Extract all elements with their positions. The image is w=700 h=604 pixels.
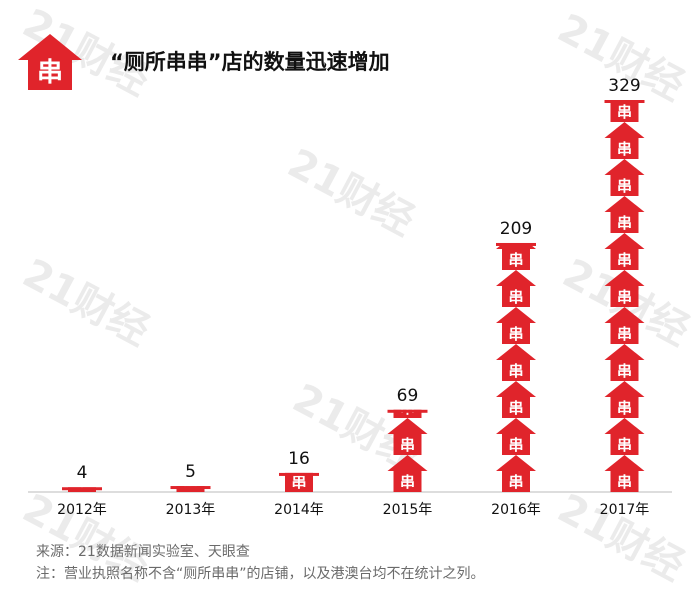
svg-text:串: 串: [400, 399, 415, 417]
svg-text:串: 串: [508, 325, 523, 343]
svg-text:串: 串: [508, 436, 523, 454]
svg-text:串: 串: [400, 436, 415, 454]
svg-text:串: 串: [617, 473, 632, 491]
data-label: 16: [288, 449, 310, 469]
svg-text:串: 串: [508, 288, 523, 306]
svg-text:串: 串: [617, 214, 632, 232]
bar: 串: [62, 487, 102, 492]
data-label: 209: [500, 219, 532, 239]
svg-text:串: 串: [617, 103, 632, 121]
footnote: 注：营业执照名称不含“厕所串串”的店铺，以及港澳台均不在统计之列。: [36, 566, 485, 582]
svg-text:串: 串: [508, 251, 523, 269]
svg-text:串: 串: [37, 58, 63, 88]
category-label: 2013年: [166, 502, 216, 518]
svg-text:串: 串: [617, 436, 632, 454]
category-label: 2012年: [57, 502, 107, 518]
svg-text:串: 串: [291, 473, 306, 491]
bar: 串串串: [387, 399, 428, 492]
chart-title: “厕所串串”店的数量迅速增加: [110, 50, 390, 74]
bar: 串: [279, 472, 319, 492]
svg-text:串: 串: [508, 362, 523, 380]
svg-text:串: 串: [508, 473, 523, 491]
bar: 串: [170, 486, 211, 492]
data-label: 329: [608, 76, 640, 96]
svg-text:串: 串: [617, 140, 632, 158]
svg-text:串: 串: [508, 399, 523, 417]
source-note: 来源：21数据新闻实验室、天眼查: [36, 544, 250, 560]
category-label: 2014年: [274, 502, 324, 518]
svg-text:串: 串: [617, 177, 632, 195]
category-label: 2017年: [600, 502, 650, 518]
svg-text:串: 串: [617, 399, 632, 417]
category-label: 2016年: [491, 502, 541, 518]
svg-text:串: 串: [617, 288, 632, 306]
svg-text:串: 串: [617, 251, 632, 269]
svg-text:串: 串: [400, 473, 415, 491]
data-label: 69: [397, 386, 419, 406]
svg-text:串: 串: [617, 325, 632, 343]
svg-text:串: 串: [617, 362, 632, 380]
house-logo-icon: 串: [18, 34, 82, 90]
category-label: 2015年: [383, 502, 433, 518]
data-label: 5: [185, 462, 196, 482]
data-label: 4: [77, 463, 88, 483]
